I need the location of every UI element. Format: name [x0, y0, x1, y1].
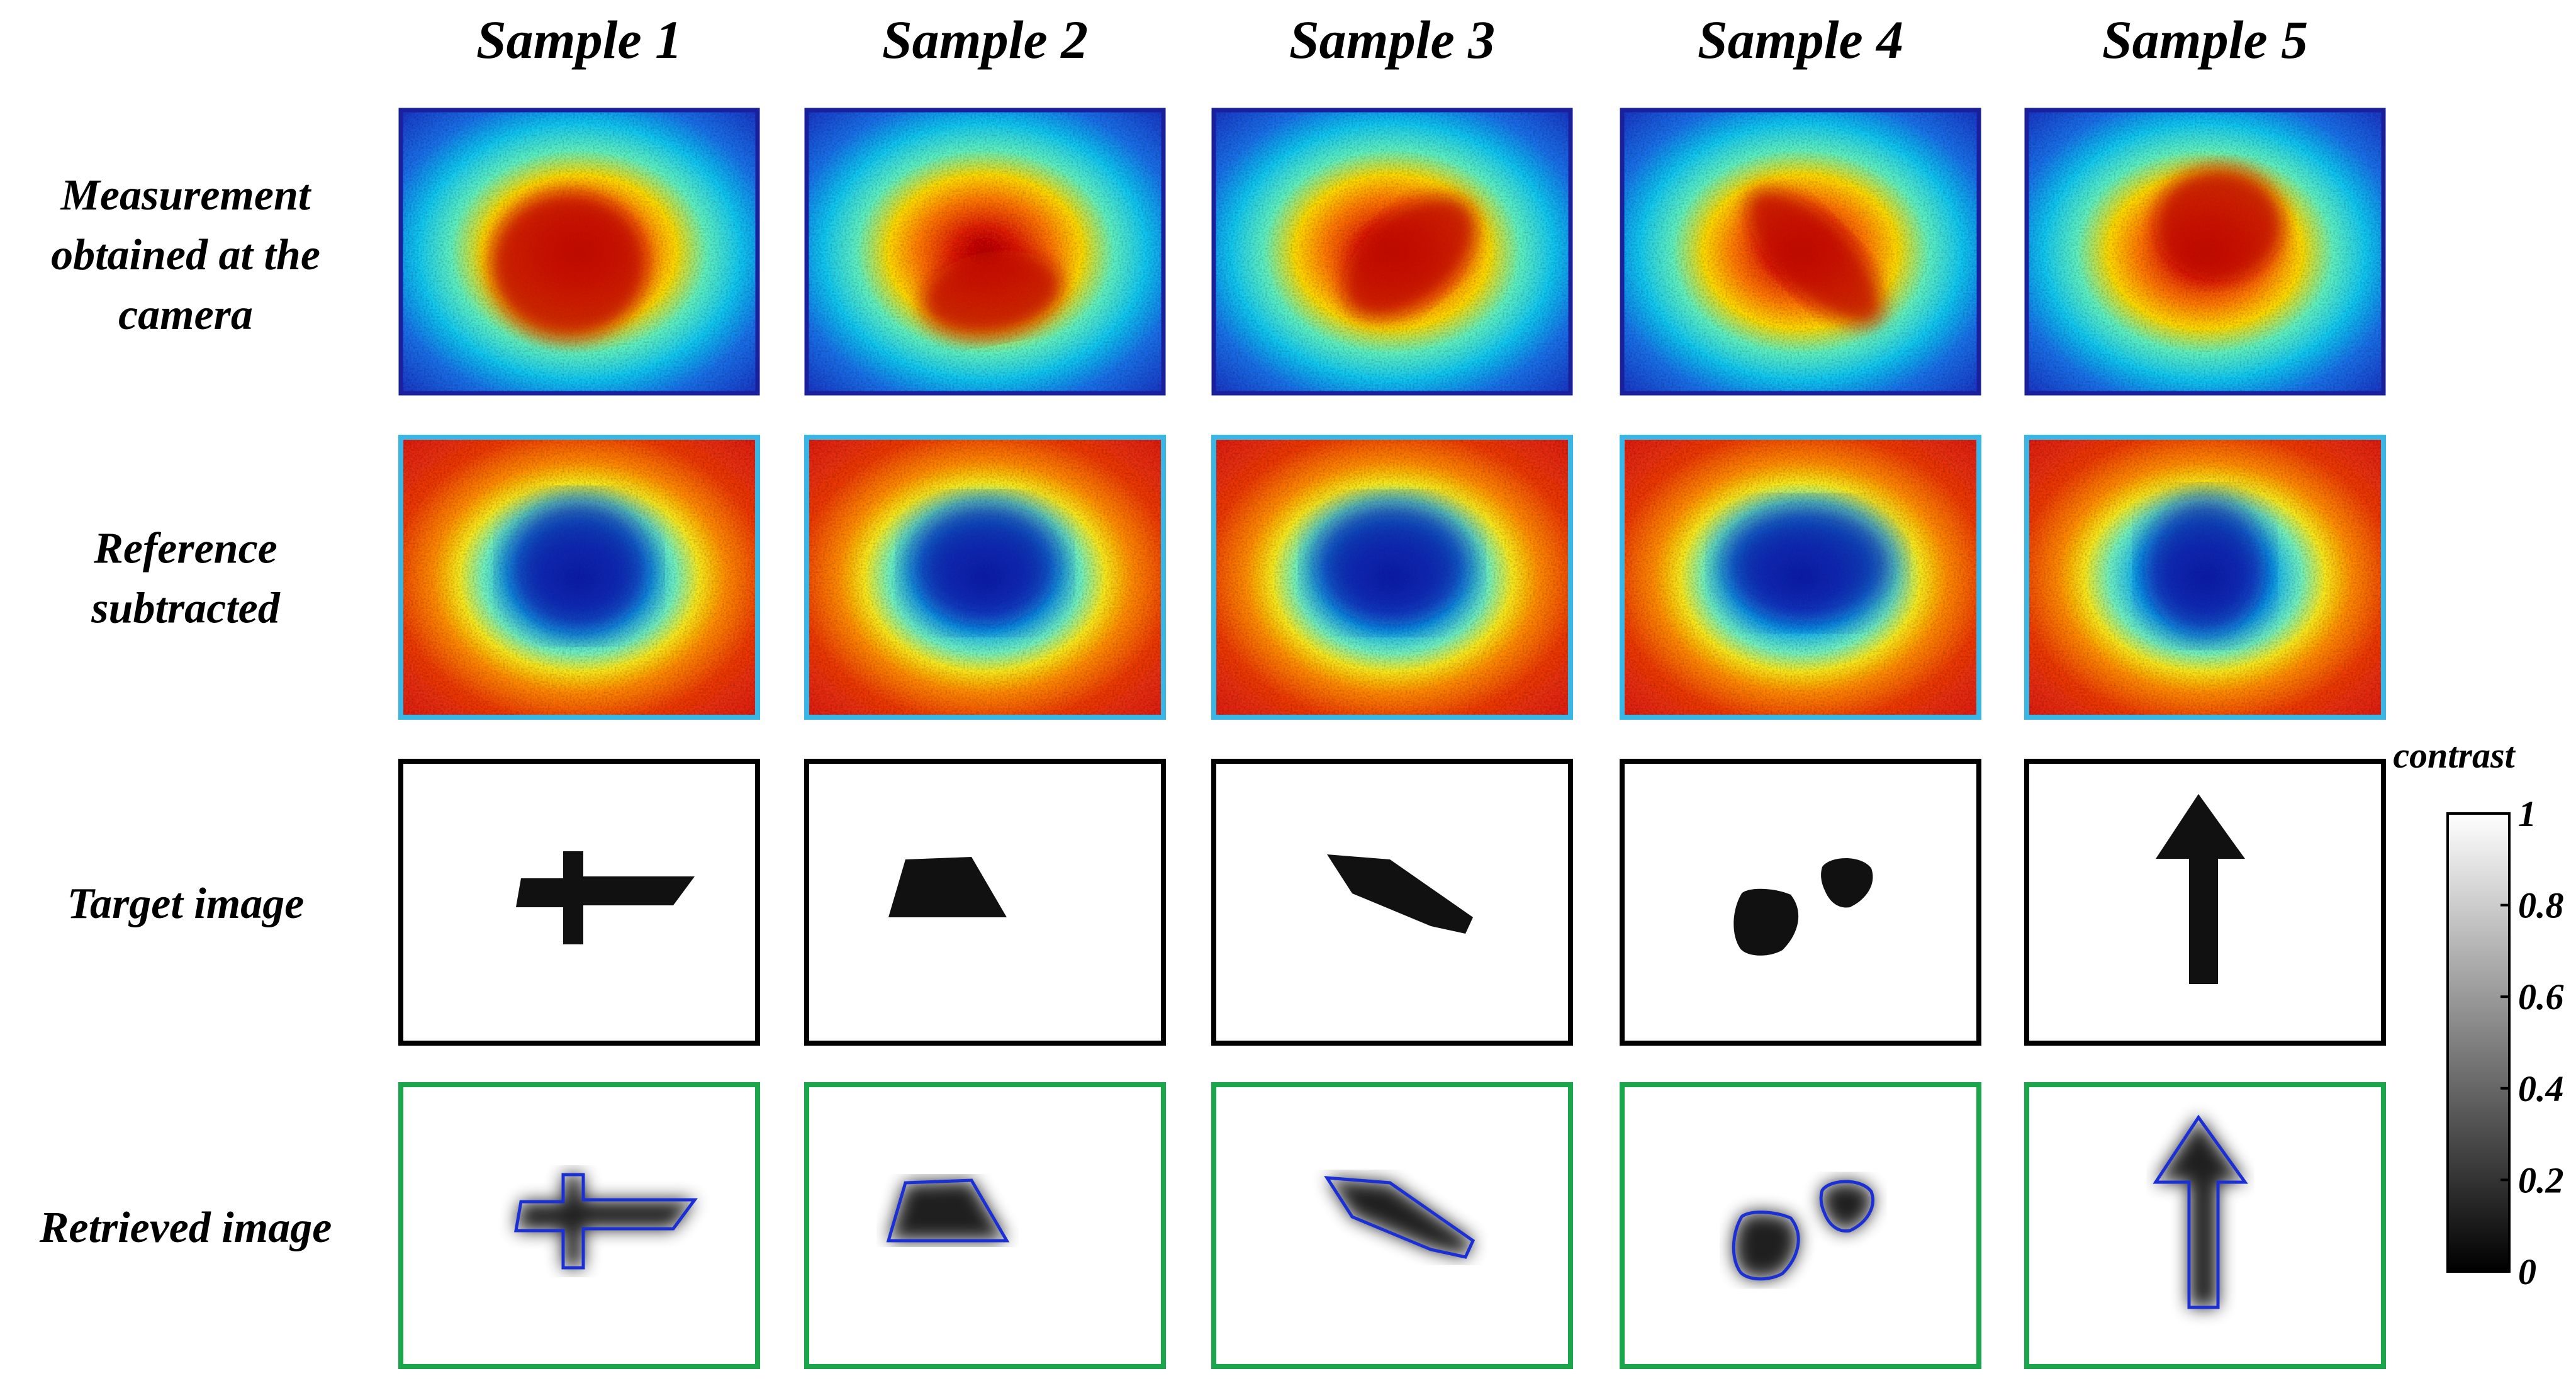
target-shape-two-blobs: [1733, 858, 1873, 956]
panel-reference-4: [1620, 435, 1981, 720]
panel-frame: [398, 108, 760, 396]
retrieved-contour: [1732, 1180, 1874, 1281]
panel-measurement-3: [1211, 108, 1573, 396]
column-title: Sample 2: [882, 9, 1088, 70]
column-title: Sample 5: [2102, 9, 2308, 70]
panel-measurement-4: [1620, 108, 1981, 396]
panel-reference-5: [2024, 435, 2386, 720]
panel-frame: [1211, 435, 1573, 720]
measurement-hotspot: [1746, 189, 1883, 326]
target-shape-arrow: [2156, 794, 2245, 984]
figure-layer: Sample 1 Sample 2 Sample 3 Sample 4 Sample 5…: [39, 9, 2564, 1369]
panel-frame: [398, 1082, 760, 1369]
target-shape-cross: [516, 851, 695, 944]
panel-frame: [2024, 435, 2386, 720]
panel-target-1: [398, 759, 760, 1046]
panel-frame: [2024, 759, 2386, 1046]
panel-frame: [1211, 108, 1573, 396]
reference-hole: [910, 501, 1060, 625]
panel-frame: [1211, 759, 1573, 1046]
panel-retrieved-2: [804, 1082, 1166, 1369]
panel-target-4: [1620, 759, 1981, 1046]
panel-frame: [398, 435, 760, 720]
panel-reference-2: [804, 435, 1166, 720]
retrieved-blur-slanted-bar: [1327, 1178, 1473, 1257]
measurement-heatmap: [807, 110, 1163, 393]
colorbar-tick-label: 0.2: [2518, 1160, 2564, 1200]
panel-frame: [2024, 1082, 2386, 1369]
reference-hole: [1313, 501, 1471, 625]
panel-retrieved-4: [1620, 1082, 1981, 1369]
panel-frame: [398, 759, 760, 1046]
row-label-line: obtained at the: [51, 231, 320, 279]
row-label-line: subtracted: [91, 584, 280, 633]
panel-target-5: [2024, 759, 2386, 1046]
target-shape-slanted-bar: [1327, 854, 1473, 934]
panel-measurement-2: [804, 108, 1166, 396]
measurement-hotspot: [490, 192, 647, 340]
measurement-hotspot: [921, 250, 1063, 338]
panel-measurement-5: [2024, 108, 2386, 396]
panel-measurement-1: [398, 108, 760, 396]
colorbar: contrast 0 0.2 0.4 0.6 0.8 1: [2393, 735, 2563, 1292]
panel-frame: [1620, 759, 1981, 1046]
retrieved-contour: [886, 1178, 1010, 1243]
retrieved-blur-two-blobs: [1733, 1182, 1873, 1279]
panel-frame: [1620, 435, 1981, 720]
colorbar-tick-label: 0.4: [2518, 1068, 2564, 1109]
panel-target-3: [1211, 759, 1573, 1046]
panel-frame: [804, 435, 1166, 720]
panel-frame: [1211, 1082, 1573, 1369]
panel-frame: [804, 759, 1166, 1046]
panel-retrieved-5: [2024, 1082, 2386, 1369]
row-label-line: Target image: [67, 880, 305, 928]
panel-frame: [1620, 108, 1981, 396]
measurement-hotspot: [2155, 167, 2284, 280]
row-label-line: Retrieved image: [39, 1204, 332, 1252]
retrieved-blur-arrow: [2156, 1117, 2245, 1307]
reference-hole: [508, 498, 651, 634]
panel-retrieved-3: [1211, 1082, 1573, 1369]
retrieved-contour: [514, 1173, 698, 1270]
target-shape-trapezoid: [888, 857, 1007, 917]
panel-frame: [804, 1082, 1166, 1369]
row-label-line: Measurement: [60, 171, 312, 220]
colorbar-tick-label: 0.6: [2518, 976, 2564, 1017]
column-title: Sample 3: [1289, 9, 1495, 70]
row-label-line: Reference: [93, 525, 277, 573]
colorbar-tick-label: 0.8: [2518, 885, 2564, 926]
retrieved-blur-trapezoid: [888, 1180, 1007, 1241]
panel-reference-3: [1211, 435, 1573, 720]
panel-frame: [2024, 108, 2386, 396]
column-title: Sample 4: [1698, 9, 1903, 70]
column-title: Sample 1: [476, 9, 682, 70]
panel-retrieved-1: [398, 1082, 760, 1369]
retrieved-contour: [1324, 1176, 1476, 1259]
panel-frame: [804, 108, 1166, 396]
row-label-line: camera: [118, 291, 253, 339]
panel-frame: [1620, 1082, 1981, 1369]
colorbar-gradient: [2446, 812, 2511, 1273]
reference-hole: [2144, 496, 2266, 636]
panel-target-2: [804, 759, 1166, 1046]
colorbar-label: contrast: [2393, 735, 2516, 776]
panel-reference-1: [398, 435, 760, 720]
colorbar-tick-label: 0: [2518, 1251, 2536, 1292]
measurement-hotspot: [1343, 196, 1477, 319]
reference-hole: [1722, 504, 1893, 622]
retrieved-blur-cross: [516, 1175, 695, 1268]
colorbar-tick-label: 1: [2518, 793, 2536, 834]
retrieved-contour: [2153, 1114, 2248, 1309]
